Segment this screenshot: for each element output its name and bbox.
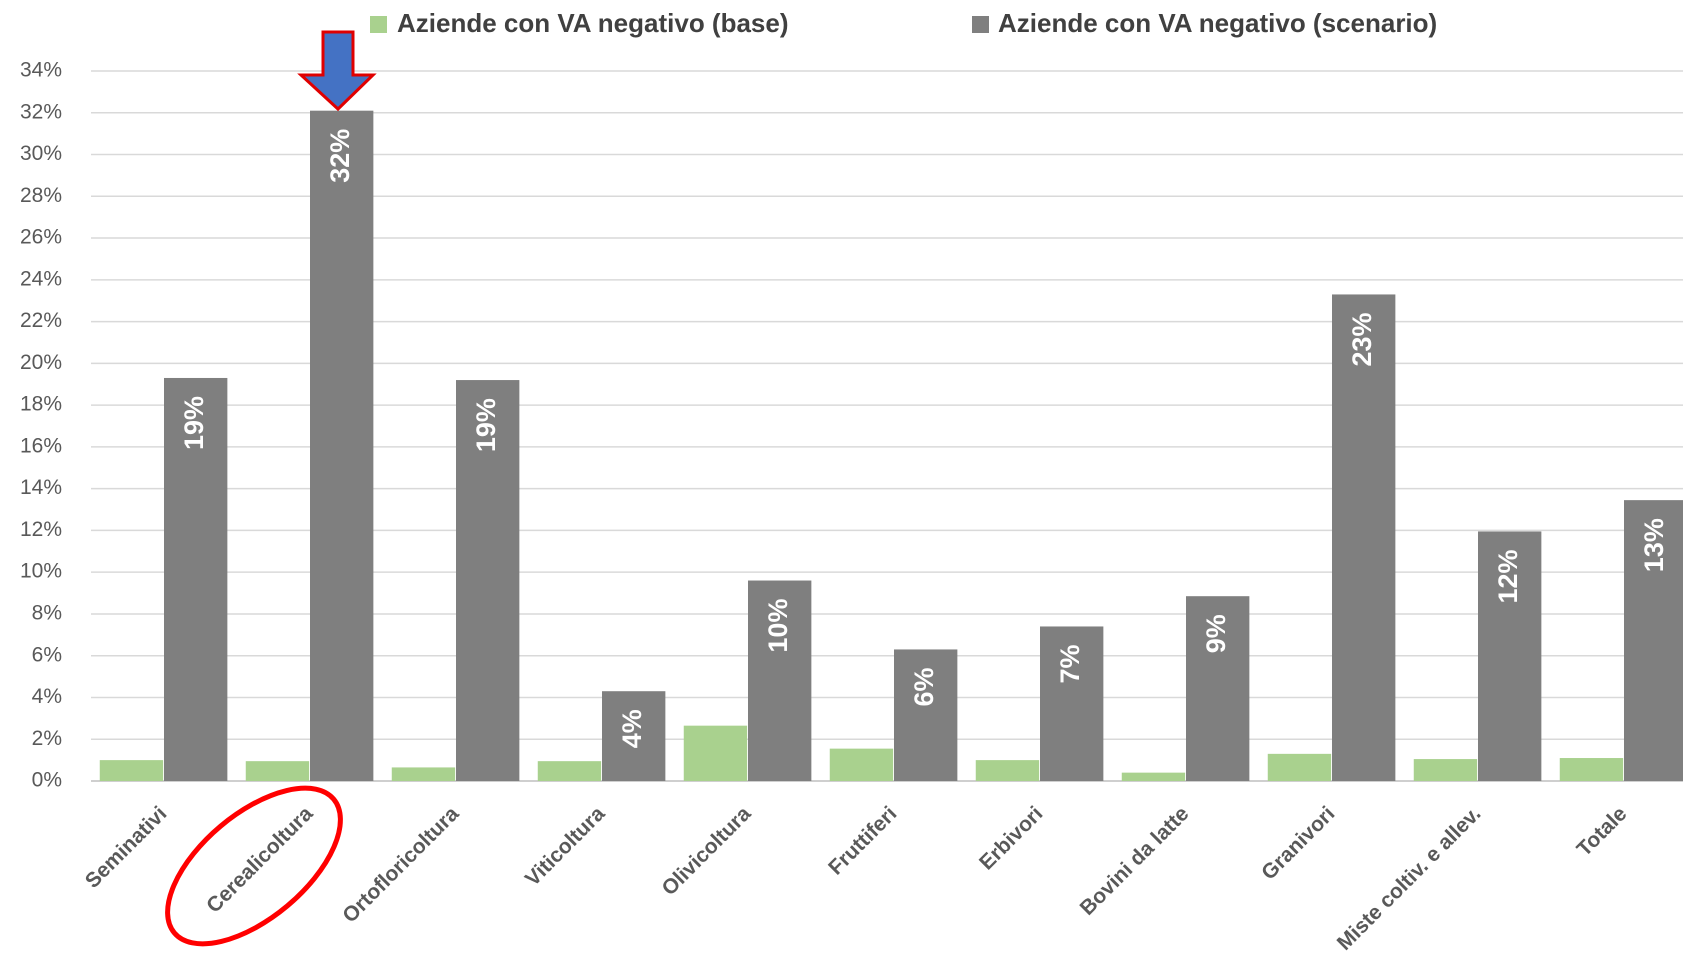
bar xyxy=(1559,758,1624,781)
plot-area: 0% 2% 4% 6% 8% 10% 12% 14% 16% 18% 20% 22% 24% 26% 28%… xyxy=(20,59,1683,955)
data-label: 9% xyxy=(1201,614,1231,653)
data-label: 23% xyxy=(1347,312,1377,366)
bar xyxy=(1413,759,1478,781)
bar xyxy=(456,380,520,781)
x-tick-label: Cerealicoltura xyxy=(202,802,318,918)
data-label: 19% xyxy=(471,398,501,452)
bar xyxy=(829,748,894,781)
y-tick-label: 16% xyxy=(20,434,62,457)
x-tick-label: Granivori xyxy=(1257,802,1339,884)
y-tick-label: 24% xyxy=(20,267,62,290)
data-label: 13% xyxy=(1639,518,1669,572)
bar xyxy=(1478,531,1542,781)
y-tick-label: 2% xyxy=(32,727,62,750)
bar xyxy=(99,760,164,781)
bar xyxy=(1624,500,1683,781)
bar xyxy=(245,761,310,781)
y-tick-label: 4% xyxy=(32,685,62,708)
data-label: 4% xyxy=(617,709,647,748)
data-label: 12% xyxy=(1493,549,1523,603)
y-tick-label: 6% xyxy=(32,643,62,666)
y-tick-label: 18% xyxy=(20,393,62,416)
annotation-ellipse xyxy=(165,785,343,947)
x-tick-label: Olivicoltura xyxy=(658,802,756,900)
x-tick-label: Bovini da latte xyxy=(1076,802,1194,920)
data-label: 7% xyxy=(1055,644,1085,683)
y-tick-label: 0% xyxy=(32,769,62,792)
x-tick-label: Seminativi xyxy=(81,802,172,893)
y-tick-label: 10% xyxy=(20,560,62,583)
x-tick-label: Erbivori xyxy=(975,802,1047,874)
legend: Aziende con VA negativo (base) Aziende c… xyxy=(370,8,1437,38)
data-label: 19% xyxy=(179,396,209,450)
y-tick-label: 32% xyxy=(20,100,62,123)
y-tick-label: 14% xyxy=(20,476,62,499)
bar xyxy=(391,767,456,781)
legend-label: Aziende con VA negativo (base) xyxy=(397,8,789,38)
legend-swatch xyxy=(972,16,989,33)
bar xyxy=(310,110,374,782)
bar xyxy=(683,725,748,781)
bar xyxy=(1121,772,1186,781)
y-tick-label: 12% xyxy=(20,518,62,541)
data-label: 10% xyxy=(763,599,793,653)
x-tick-label: Viticoltura xyxy=(521,802,610,891)
y-tick-label: 20% xyxy=(20,351,62,374)
bar xyxy=(975,760,1040,781)
x-tick-label: Ortofloricoltura xyxy=(338,802,463,927)
bar xyxy=(602,691,666,781)
y-tick-label: 30% xyxy=(20,142,62,165)
y-tick-label: 8% xyxy=(32,601,62,624)
bar xyxy=(894,649,958,781)
annotation-arrow xyxy=(297,30,377,112)
bar xyxy=(1186,596,1250,781)
bar xyxy=(748,580,812,781)
data-label: 32% xyxy=(325,129,355,183)
legend-label: Aziende con VA negativo (scenario) xyxy=(998,8,1437,38)
y-tick-label: 26% xyxy=(20,226,62,249)
y-tick-label: 22% xyxy=(20,309,62,332)
y-tick-label: 28% xyxy=(20,184,62,207)
x-tick-label: Fruttiferi xyxy=(824,802,901,879)
bar xyxy=(1040,626,1104,781)
bar xyxy=(164,377,228,781)
x-tick-label: Totale xyxy=(1573,802,1632,861)
bar xyxy=(1267,753,1332,781)
data-label: 6% xyxy=(909,667,939,706)
bar xyxy=(1332,294,1396,781)
legend-swatch xyxy=(370,16,387,33)
x-tick-label: Miste coltiv. e allev. xyxy=(1333,802,1486,955)
y-tick-label: 34% xyxy=(20,59,62,82)
bar xyxy=(537,761,602,781)
